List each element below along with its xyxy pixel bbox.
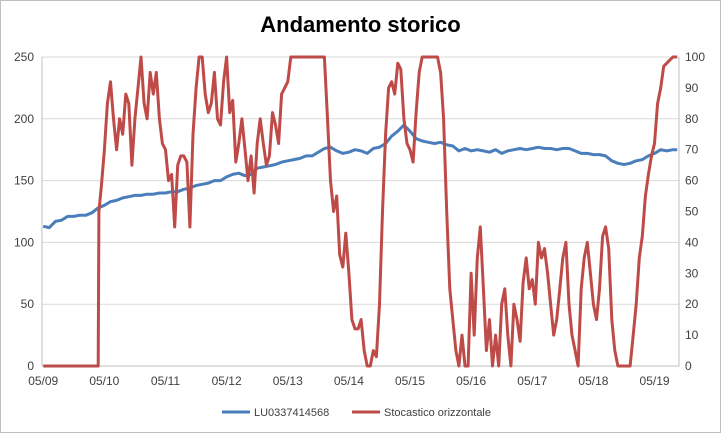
series-lines [42, 55, 678, 368]
grid-lines [42, 56, 679, 367]
y-right-tick-label: 80 [685, 112, 699, 126]
y-right-tick-labels: 0 10 20 30 40 50 60 70 80 90 100 [685, 50, 705, 373]
legend-label-series-1: LU0337414568 [254, 407, 329, 419]
x-tick-label: 05/11 [151, 374, 180, 388]
y-left-tick-label: 150 [14, 174, 34, 188]
x-tick-label: 05/15 [395, 374, 425, 388]
series-line-1 [42, 123, 678, 230]
x-tick-label: 05/14 [334, 374, 364, 388]
axes [41, 57, 680, 367]
y-left-tick-label: 50 [21, 297, 35, 311]
y-right-tick-label: 90 [685, 81, 699, 95]
y-left-tick-label: 250 [14, 50, 34, 64]
y-left-tick-label: 200 [14, 112, 34, 126]
y-right-tick-label: 30 [685, 266, 699, 280]
x-tick-labels: 05/09 05/10 05/11 05/12 05/13 05/14 05/15 05/16… [28, 374, 670, 388]
y-right-tick-label: 20 [685, 297, 699, 311]
series-line-2 [43, 55, 678, 368]
legend-label-series-2: Stocastico orizzontale [384, 407, 491, 419]
y-right-tick-label: 60 [685, 174, 699, 188]
y-right-tick-label: 10 [685, 328, 699, 342]
y-left-tick-labels: 0 50 100 150 200 250 [14, 50, 34, 373]
x-tick-label: 05/17 [517, 374, 547, 388]
x-tick-label: 05/09 [28, 374, 58, 388]
chart-title: Andamento storico [260, 12, 461, 37]
y-right-tick-label: 40 [685, 235, 699, 249]
y-right-tick-label: 70 [685, 143, 699, 157]
x-tick-label: 05/13 [273, 374, 303, 388]
legend: LU0337414568 Stocastico orizzontale [222, 407, 491, 419]
x-tick-label: 05/10 [89, 374, 119, 388]
y-right-tick-label: 50 [685, 205, 699, 219]
y-left-tick-label: 100 [14, 235, 34, 249]
x-tick-label: 05/16 [456, 374, 486, 388]
x-tick-label: 05/12 [212, 374, 242, 388]
y-right-tick-label: 0 [685, 359, 692, 373]
y-left-tick-label: 0 [27, 359, 34, 373]
x-tick-label: 05/18 [578, 374, 608, 388]
y-right-tick-label: 100 [685, 50, 705, 64]
x-tick-label: 05/19 [640, 374, 670, 388]
